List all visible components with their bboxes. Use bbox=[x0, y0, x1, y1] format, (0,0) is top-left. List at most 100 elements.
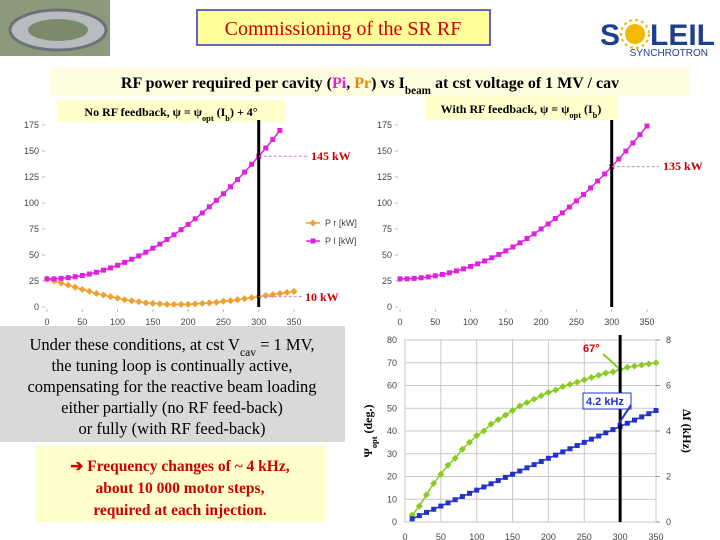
y-tick-label: 50 bbox=[382, 250, 392, 260]
point bbox=[567, 446, 573, 452]
x-tick-label: 200 bbox=[181, 317, 196, 327]
point bbox=[481, 484, 487, 490]
point bbox=[581, 439, 587, 445]
point bbox=[646, 411, 652, 417]
point bbox=[630, 140, 636, 146]
y-tick-label: 30 bbox=[387, 449, 397, 459]
point bbox=[645, 360, 653, 368]
point bbox=[553, 452, 559, 458]
point bbox=[573, 378, 581, 386]
text-part: RF power required per cavity ( bbox=[121, 75, 332, 92]
point bbox=[459, 494, 465, 500]
point bbox=[468, 263, 474, 269]
point bbox=[149, 299, 157, 307]
text-part: , bbox=[346, 75, 354, 92]
point bbox=[616, 156, 622, 162]
point bbox=[638, 361, 646, 369]
annotation: 4.2 kHz bbox=[586, 396, 624, 408]
x-tick-label: 150 bbox=[498, 317, 513, 327]
subtitle-box bbox=[50, 68, 690, 96]
y-tick-label: 20 bbox=[387, 472, 397, 482]
conclusion-line: ➔ Frequency changes of ~ 4 kHz, bbox=[70, 458, 289, 475]
point bbox=[129, 256, 135, 262]
point bbox=[524, 235, 530, 241]
text-part: Under these conditions, at cst V bbox=[29, 335, 240, 354]
y2-tick-label: 6 bbox=[666, 381, 671, 391]
point bbox=[234, 296, 242, 304]
point bbox=[559, 383, 567, 391]
x-tick-label: 250 bbox=[216, 317, 231, 327]
y-tick-label: 50 bbox=[387, 403, 397, 413]
point bbox=[595, 178, 601, 184]
subscript: cav bbox=[240, 347, 256, 359]
point bbox=[143, 249, 149, 255]
x-tick-label: 100 bbox=[469, 532, 484, 540]
text-part: ) + 4° bbox=[230, 105, 258, 119]
logo-rays bbox=[620, 19, 650, 49]
point bbox=[437, 470, 445, 478]
point bbox=[466, 438, 474, 446]
chart-title: No RF feedback, ψ = ψopt (Ib) + 4° bbox=[84, 105, 257, 123]
point bbox=[219, 297, 227, 305]
point bbox=[502, 474, 508, 480]
point bbox=[310, 238, 316, 244]
conclusion-line: about 10 000 motor steps, bbox=[96, 480, 265, 497]
text-part: No RF feedback, ψ = ψ bbox=[84, 105, 202, 119]
point bbox=[424, 509, 430, 515]
point bbox=[559, 210, 565, 216]
point bbox=[114, 294, 122, 302]
point bbox=[461, 266, 467, 272]
annotation: 67° bbox=[583, 343, 600, 355]
y-tick-label: 75 bbox=[382, 224, 392, 234]
y-tick-label: 175 bbox=[24, 120, 39, 130]
point bbox=[495, 478, 501, 484]
point bbox=[415, 502, 423, 510]
point bbox=[609, 368, 617, 376]
chart: With RF feedback, ψ = ψopt (Ib) 0 50 100 150… bbox=[377, 96, 703, 327]
annotation: 135 kW bbox=[663, 159, 703, 173]
point bbox=[416, 513, 422, 519]
text-part: (I bbox=[581, 102, 593, 116]
x-tick-label: 300 bbox=[613, 532, 628, 540]
note-line: either partially (no RF feed-back) bbox=[61, 398, 283, 417]
point bbox=[603, 430, 609, 436]
point bbox=[142, 299, 150, 307]
point bbox=[524, 465, 530, 471]
x-tick-label: 350 bbox=[286, 317, 301, 327]
point bbox=[184, 300, 192, 308]
y-tick-label: 70 bbox=[387, 358, 397, 368]
point bbox=[71, 283, 79, 291]
chart: No RF feedback, ψ = ψopt (Ib) + 4° 0 50 100… bbox=[24, 100, 357, 327]
subtitle: RF power required per cavity (Pi, Pr) vs… bbox=[121, 75, 619, 97]
point bbox=[438, 503, 444, 509]
photo bbox=[0, 0, 110, 56]
point bbox=[538, 458, 544, 464]
point bbox=[473, 432, 481, 440]
y-tick-label: 25 bbox=[382, 276, 392, 286]
point bbox=[115, 262, 121, 268]
point bbox=[503, 248, 509, 254]
note-box bbox=[0, 326, 345, 442]
point bbox=[487, 420, 495, 428]
logo-sun bbox=[625, 24, 645, 44]
annotation-arrow bbox=[617, 404, 632, 426]
point bbox=[444, 461, 452, 469]
note-line: the tuning loop is continually active, bbox=[51, 356, 292, 375]
point bbox=[157, 241, 163, 247]
chart-title-box bbox=[425, 96, 617, 120]
point bbox=[397, 276, 403, 282]
y-tick-label: 0 bbox=[392, 517, 397, 527]
point bbox=[191, 300, 199, 308]
text-part: ) bbox=[597, 102, 601, 116]
y-tick-label: 75 bbox=[29, 224, 39, 234]
point bbox=[552, 386, 560, 394]
photo-center bbox=[28, 19, 88, 41]
point bbox=[494, 416, 502, 424]
conclusion-line: required at each injection. bbox=[93, 502, 266, 519]
point bbox=[566, 204, 572, 210]
point bbox=[177, 300, 185, 308]
text-part: compensating for the reactive beam loadi… bbox=[27, 377, 316, 396]
point bbox=[309, 219, 317, 227]
point bbox=[510, 244, 516, 250]
point bbox=[517, 240, 523, 246]
